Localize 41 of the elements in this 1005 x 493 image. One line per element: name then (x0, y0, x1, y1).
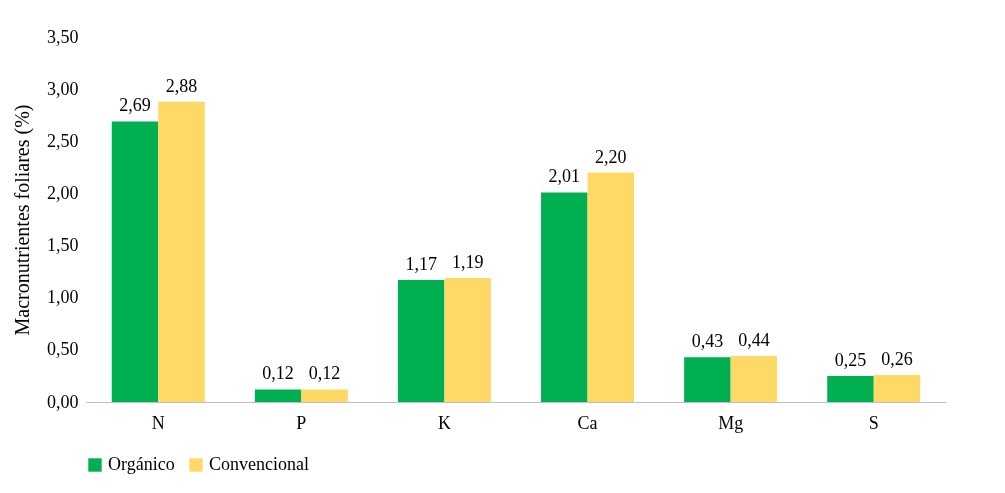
data-label: 2,20 (595, 146, 627, 167)
legend-label: Orgánico (108, 454, 175, 474)
y-tick-label: 2,00 (47, 182, 79, 203)
bar (301, 389, 348, 402)
data-label: 0,26 (881, 348, 913, 369)
data-label: 2,69 (119, 95, 151, 116)
data-label: 1,17 (405, 253, 437, 274)
y-tick-label: 0,00 (47, 391, 79, 412)
y-tick-label: 1,50 (47, 235, 79, 256)
y-tick-label: 3,50 (47, 26, 79, 47)
bar (158, 101, 205, 402)
bar (873, 374, 921, 402)
bar (827, 375, 874, 402)
legend-label: Convencional (209, 454, 309, 474)
x-tick-label: N (151, 412, 165, 433)
bar (541, 192, 588, 402)
y-tick-label: 2,50 (47, 130, 79, 151)
y-tick-label: 1,00 (47, 287, 79, 308)
data-label: 0,12 (308, 363, 341, 384)
bar (397, 279, 445, 402)
x-tick-label: P (296, 412, 307, 433)
x-tick-label: Ca (577, 412, 598, 433)
x-tick-label: K (437, 412, 451, 433)
data-label: 1,19 (451, 251, 484, 272)
y-tick-label: 3,00 (47, 78, 79, 99)
data-label: 2,88 (165, 75, 198, 96)
bar (587, 172, 635, 402)
bar (111, 121, 159, 402)
bar (444, 277, 491, 402)
x-tick-label: Mg (718, 412, 744, 433)
data-label: 0,44 (738, 330, 770, 351)
data-label: 0,25 (834, 349, 867, 370)
y-axis-title: Macronutrientes foliares (%) (11, 104, 34, 336)
bar (254, 389, 302, 402)
x-tick-label: S (868, 412, 879, 433)
data-label: 0,12 (262, 363, 294, 384)
data-label: 0,43 (691, 331, 724, 352)
data-label: 2,01 (548, 166, 581, 187)
bar (684, 357, 731, 402)
y-tick-label: 0,50 (47, 339, 79, 360)
bar (730, 356, 778, 402)
